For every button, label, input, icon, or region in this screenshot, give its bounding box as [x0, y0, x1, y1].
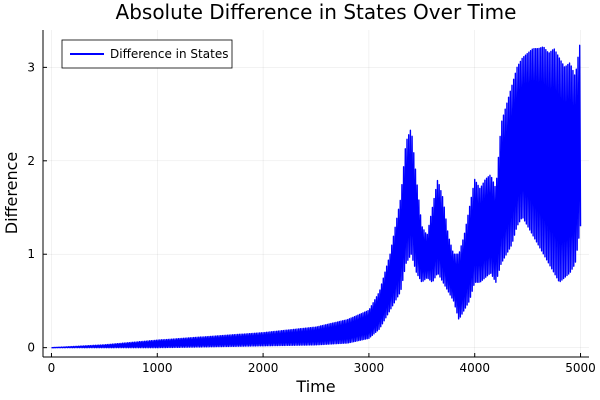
x-tick-label-3: 3000	[354, 361, 385, 375]
legend: Difference in States	[61, 39, 233, 69]
x-axis-label: Time	[295, 377, 335, 396]
series-layer	[51, 44, 582, 349]
x-ticks: 0 1000 2000 3000 4000 5000	[48, 353, 596, 375]
y-ticks: 0 1 2 3	[27, 60, 47, 355]
y-axis-label: Difference	[2, 152, 21, 234]
x-tick-label-2: 2000	[248, 361, 279, 375]
x-tick-label-5: 5000	[565, 361, 596, 375]
y-tick-label-2: 2	[27, 154, 35, 168]
y-tick-label-3: 3	[27, 60, 35, 74]
y-tick-label-0: 0	[27, 341, 35, 355]
chart-title: Absolute Difference in States Over Time	[116, 0, 517, 24]
x-tick-label-4: 4000	[459, 361, 490, 375]
series-line-difference-in-states	[51, 44, 582, 349]
axes	[42, 30, 589, 358]
x-tick-label-1: 1000	[142, 361, 173, 375]
y-tick-label-1: 1	[27, 247, 35, 261]
legend-label: Difference in States	[110, 47, 228, 61]
x-tick-label-0: 0	[48, 361, 56, 375]
